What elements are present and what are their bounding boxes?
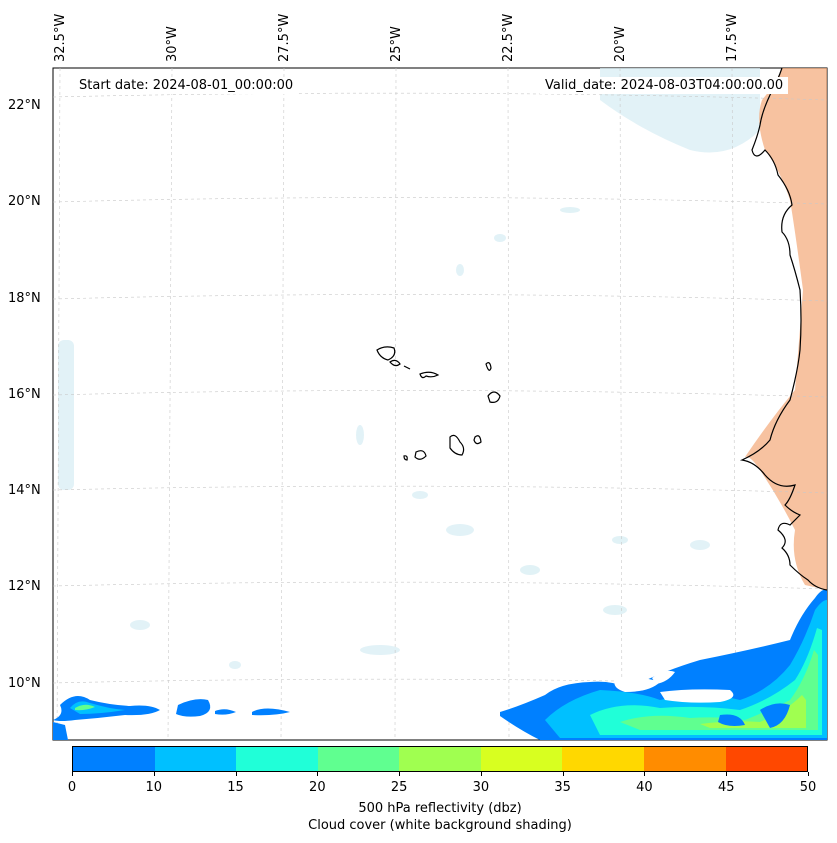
colorbar-sublabel: Cloud cover (white background shading) <box>308 818 572 833</box>
colorbar-segment <box>399 747 481 771</box>
colorbar-tickmark <box>562 772 564 776</box>
lat-label-18n: 18°N <box>8 291 41 306</box>
lon-label-22-5w: 22.5°W <box>501 13 516 62</box>
colorbar-tick-label: 40 <box>636 780 653 795</box>
island-santo-antao <box>376 346 396 361</box>
island-fogo <box>414 450 427 460</box>
colorbar-tick-label: 15 <box>227 780 244 795</box>
island-santa-luzia <box>403 365 411 370</box>
island-brava <box>403 455 408 461</box>
colorbar-tickmark <box>808 772 809 776</box>
reflectivity-southwest <box>53 696 290 740</box>
colorbar-tickmark <box>399 772 401 776</box>
map-content <box>52 67 828 741</box>
land-shading <box>745 68 827 590</box>
colorbar-segment <box>154 747 237 771</box>
island-sao-nicolau <box>419 371 440 379</box>
colorbar-tickmark <box>235 772 237 776</box>
lon-label-25w: 25°W <box>389 26 404 62</box>
colorbar-tick-label: 45 <box>717 780 735 795</box>
colorbar-tick-label: 50 <box>799 780 817 795</box>
lat-label-14n: 14°N <box>8 483 41 498</box>
colorbar-tick-label: 25 <box>390 780 408 795</box>
reflectivity-southeast <box>500 589 827 740</box>
island-boa-vista <box>487 391 501 403</box>
colorbar-segment <box>317 747 400 771</box>
colorbar-tickmark <box>153 772 155 776</box>
lat-label-10n: 10°N <box>8 676 41 691</box>
gridlines <box>52 67 828 741</box>
island-santiago <box>449 434 465 456</box>
lat-label-16n: 16°N <box>8 387 41 402</box>
africa-coastline <box>739 67 828 591</box>
colorbar-segment <box>480 747 563 771</box>
colorbar-tick-label: 35 <box>554 780 571 795</box>
lon-label-30w: 30°W <box>165 26 180 62</box>
colorbar-tickmark <box>317 772 319 776</box>
map-frame <box>52 67 828 741</box>
coastlines <box>376 67 828 591</box>
colorbar-tick-label: 30 <box>472 780 490 795</box>
colorbar-tickmark <box>72 772 73 776</box>
colorbar-tickmark <box>480 772 482 776</box>
colorbar-tick-label: 20 <box>309 780 326 795</box>
lat-label-22n: 22°N <box>8 98 41 113</box>
colorbar-tick-label: 10 <box>145 780 163 795</box>
island-sao-vicente <box>389 359 401 367</box>
colorbar-label: 500 hPa reflectivity (dbz) <box>358 801 522 816</box>
colorbar-segment <box>236 747 318 771</box>
colorbar <box>72 746 808 772</box>
lon-label-17-5w: 17.5°W <box>725 13 740 62</box>
lon-label-20w: 20°W <box>613 26 628 62</box>
colorbar-segment <box>562 747 644 771</box>
colorbar-segment <box>643 747 726 771</box>
valid-date-label: Valid_date: 2024-08-03T04:00:00.00 <box>540 77 789 94</box>
island-sal <box>485 362 492 371</box>
start-date-label: Start date: 2024-08-01_00:00:00 <box>74 77 299 94</box>
lon-label-32-5w: 32.5°W <box>53 13 68 62</box>
lon-label-27-5w: 27.5°W <box>277 13 292 62</box>
colorbar-tickmark <box>726 772 728 776</box>
lat-label-12n: 12°N <box>8 579 41 594</box>
lat-label-20n: 20°N <box>8 194 41 209</box>
colorbar-segment <box>725 747 808 771</box>
island-maio <box>473 435 482 445</box>
colorbar-tickmark <box>644 772 646 776</box>
colorbar-segment <box>73 747 155 771</box>
colorbar-tick-label: 0 <box>67 780 77 795</box>
